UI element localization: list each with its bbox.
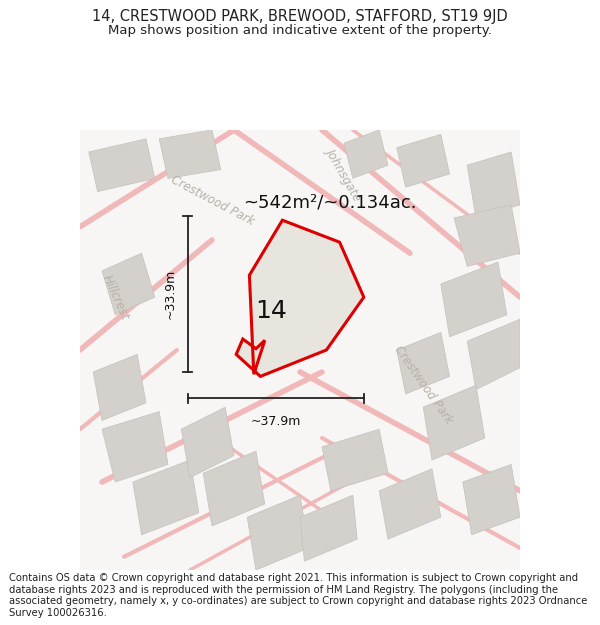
Polygon shape bbox=[102, 412, 168, 482]
Text: ~37.9m: ~37.9m bbox=[251, 415, 301, 428]
Polygon shape bbox=[454, 205, 520, 266]
Polygon shape bbox=[397, 332, 449, 394]
Text: Hillcrest: Hillcrest bbox=[100, 272, 131, 322]
Polygon shape bbox=[379, 469, 441, 539]
Polygon shape bbox=[247, 495, 309, 570]
Polygon shape bbox=[300, 495, 357, 561]
Polygon shape bbox=[467, 319, 520, 389]
Polygon shape bbox=[203, 451, 265, 526]
Text: ~33.9m: ~33.9m bbox=[164, 269, 177, 319]
Polygon shape bbox=[322, 429, 388, 491]
Text: 14, CRESTWOOD PARK, BREWOOD, STAFFORD, ST19 9JD: 14, CRESTWOOD PARK, BREWOOD, STAFFORD, S… bbox=[92, 9, 508, 24]
Polygon shape bbox=[344, 130, 388, 178]
Polygon shape bbox=[89, 139, 155, 192]
Text: Contains OS data © Crown copyright and database right 2021. This information is : Contains OS data © Crown copyright and d… bbox=[9, 573, 587, 618]
Polygon shape bbox=[102, 253, 155, 315]
Polygon shape bbox=[423, 385, 485, 460]
Polygon shape bbox=[397, 134, 449, 188]
Polygon shape bbox=[133, 460, 199, 535]
Polygon shape bbox=[236, 220, 364, 376]
Text: 14: 14 bbox=[255, 299, 287, 323]
Text: Crestwood Park: Crestwood Park bbox=[168, 173, 256, 228]
Text: Johnsgate: Johnsgate bbox=[324, 146, 364, 202]
Polygon shape bbox=[463, 464, 520, 535]
Polygon shape bbox=[93, 354, 146, 421]
Polygon shape bbox=[467, 152, 520, 218]
Text: Map shows position and indicative extent of the property.: Map shows position and indicative extent… bbox=[108, 24, 492, 38]
Text: ~542m²/~0.134ac.: ~542m²/~0.134ac. bbox=[243, 194, 416, 212]
Polygon shape bbox=[159, 130, 221, 178]
Text: Crestwood Park: Crestwood Park bbox=[391, 344, 455, 427]
Polygon shape bbox=[181, 408, 234, 478]
Polygon shape bbox=[441, 262, 507, 337]
